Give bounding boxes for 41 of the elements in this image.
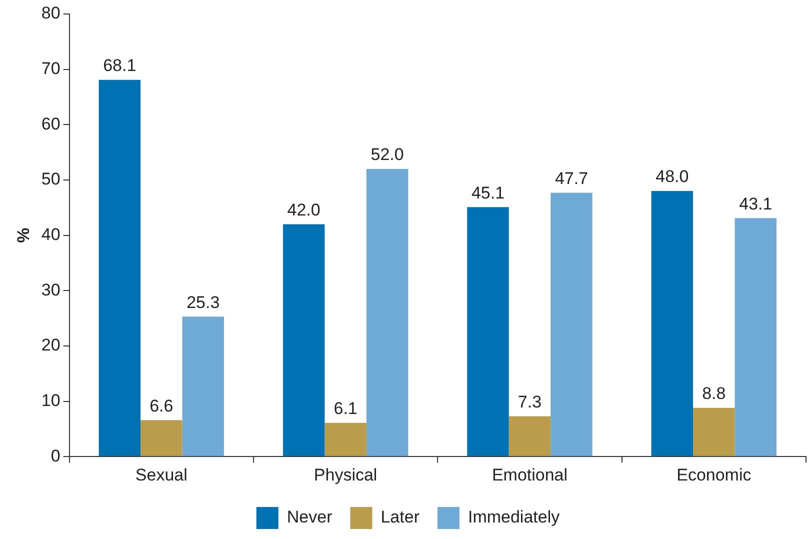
y-tick-label: 30 <box>41 280 60 300</box>
y-tick-label: 40 <box>41 224 60 244</box>
y-tick-label: 10 <box>41 390 60 410</box>
y-tick-label: 70 <box>41 59 60 78</box>
data-label: 45.1 <box>471 183 505 202</box>
bar <box>508 416 551 456</box>
x-tick-label: Emotional <box>492 465 568 484</box>
bar <box>651 191 694 456</box>
y-tick-label: 0 <box>50 446 60 466</box>
legend-label: Never <box>286 508 333 527</box>
y-tick-label: 50 <box>41 170 60 189</box>
legend-label: Immediately <box>468 508 560 527</box>
y-tick-label: 80 <box>41 4 60 23</box>
y-tick-label: 20 <box>41 336 60 355</box>
bar <box>182 316 224 456</box>
bar <box>366 168 408 456</box>
bar <box>324 422 366 456</box>
data-label: 68.1 <box>103 56 136 76</box>
legend-label: Later <box>380 508 420 527</box>
bar <box>467 207 509 456</box>
x-tick-label: Physical <box>314 465 378 484</box>
y-tick-label: 60 <box>41 114 60 134</box>
data-label: 43.1 <box>739 194 772 214</box>
bar <box>734 218 777 456</box>
x-tick-label: Economic <box>676 465 752 484</box>
bar <box>282 224 325 456</box>
data-label: 42.0 <box>287 200 320 220</box>
x-tick-label: Sexual <box>135 465 188 484</box>
data-label: 25.3 <box>186 292 220 312</box>
bar <box>693 408 735 456</box>
data-label: 52.0 <box>370 145 404 164</box>
data-label: 7.3 <box>518 392 542 412</box>
data-label: 6.1 <box>334 399 358 418</box>
bar <box>98 80 141 456</box>
data-label: 47.7 <box>554 168 588 188</box>
bar <box>140 420 182 456</box>
data-label: 6.6 <box>150 396 174 416</box>
y-axis-title: % <box>14 228 33 243</box>
bar <box>550 192 592 456</box>
data-label: 48.0 <box>656 167 689 186</box>
data-label: 8.8 <box>702 384 726 404</box>
